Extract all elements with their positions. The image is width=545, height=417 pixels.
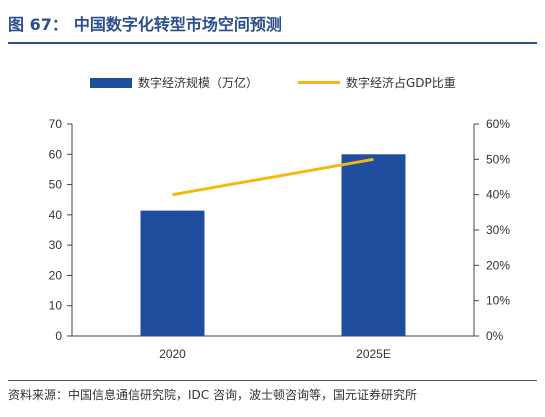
y-tick-label-left: 70 [49,117,63,131]
y-tick-label-left: 0 [55,329,62,343]
y-tick-label-right: 40% [486,188,510,202]
source-divider [8,380,537,381]
legend-item-bar: 数字经济规模（万亿） [90,74,258,91]
legend-item-line: 数字经济占GDP比重 [298,74,456,91]
y-tick-label-right: 10% [486,294,510,308]
figure-number: 图 67： [8,15,68,34]
legend-line-swatch [298,81,340,84]
x-tick-label: 2020 [159,347,186,361]
bar-2025E [341,154,406,336]
legend-bar-swatch [90,77,132,88]
y-tick-label-left: 50 [49,178,63,192]
y-tick-label-right: 30% [486,223,510,237]
x-tick-label: 2025E [356,347,391,361]
y-tick-label-left: 60 [49,147,63,161]
line-gdp-share [172,157,374,197]
source-note: 资料来源：中国信息通信研究院，IDC 咨询，波士顿咨询等，国元证券研究所 [8,388,417,402]
y-tick-label-right: 20% [486,258,510,272]
y-tick-label-right: 60% [486,117,510,131]
y-tick-label-left: 40 [49,208,63,222]
y-tick-label-left: 30 [49,238,63,252]
y-tick-label-right: 0% [486,329,504,343]
legend-label-line: 数字经济占GDP比重 [346,76,456,90]
legend-label-bar: 数字经济规模（万亿） [138,76,259,90]
chart-legend: 数字经济规模（万亿） 数字经济占GDP比重 [0,74,545,94]
bar-2020 [140,210,205,336]
title-divider [8,42,537,44]
y-tick-label-right: 50% [486,152,510,166]
figure-title: 图 67： 中国数字化转型市场空间预测 [8,8,537,38]
y-tick-label-left: 20 [49,268,63,282]
y-tick-label-left: 10 [49,299,63,313]
figure-title-text: 中国数字化转型市场空间预测 [73,15,282,34]
